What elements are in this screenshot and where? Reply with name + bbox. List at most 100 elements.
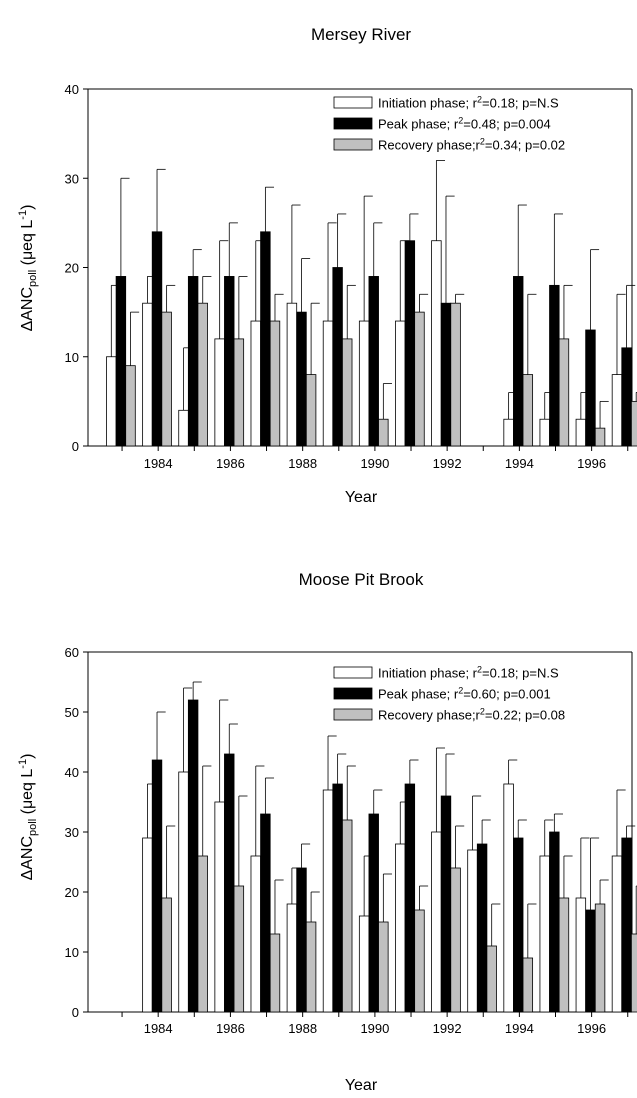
y-tick-label: 50 <box>65 705 79 720</box>
bar <box>549 284 560 447</box>
bar <box>269 320 281 447</box>
x-tick-label: 1992 <box>433 1021 462 1036</box>
y-tick-label: 20 <box>65 261 79 276</box>
bar <box>395 320 406 447</box>
bar <box>125 365 136 447</box>
bar <box>187 699 199 1013</box>
x-axis-label: Year <box>345 1077 378 1094</box>
bar <box>358 320 370 447</box>
bar <box>224 753 235 1013</box>
x-tick-label: 1996 <box>577 1021 606 1036</box>
bar <box>503 783 514 1013</box>
bar <box>450 302 461 447</box>
bar <box>440 302 452 447</box>
bar <box>214 338 225 447</box>
bar <box>368 813 379 1013</box>
legend-swatch <box>333 96 373 109</box>
bar <box>332 267 343 447</box>
bar <box>269 933 281 1013</box>
legend-label: Initiation phase; r2=0.18; p=N.S <box>378 95 559 111</box>
bar <box>197 302 208 447</box>
bar <box>630 933 637 1013</box>
bar <box>142 302 153 447</box>
y-axis-label: ΔANCpoll (μeq L-1) <box>17 754 39 881</box>
y-tick-label: 40 <box>65 82 79 97</box>
legend-label: Recovery phase;r2=0.34; p=0.02 <box>378 137 565 153</box>
bar <box>286 903 298 1013</box>
bar <box>549 831 560 1013</box>
x-axis-label: Year <box>345 489 378 506</box>
x-tick-label: 1984 <box>144 456 173 471</box>
x-tick-label: 1990 <box>360 456 389 471</box>
bar <box>611 855 623 1013</box>
y-tick-label: 20 <box>65 885 79 900</box>
bar <box>305 921 317 1013</box>
bar <box>322 320 334 447</box>
bar <box>233 338 245 447</box>
bar <box>161 897 172 1013</box>
bar <box>378 921 389 1013</box>
bar <box>178 409 189 447</box>
legend-label: Initiation phase; r2=0.18; p=N.S <box>378 665 559 681</box>
bar <box>214 801 225 1013</box>
bar <box>106 356 117 447</box>
legend: Initiation phase; r2=0.18; p=N.S Peak pha… <box>333 95 565 153</box>
bar <box>440 795 452 1013</box>
y-axis-label: ΔANCpoll (μeq L-1) <box>17 205 39 332</box>
bar <box>404 783 416 1013</box>
bar <box>342 338 353 447</box>
bar <box>151 231 163 447</box>
bar <box>224 276 235 447</box>
bar <box>250 320 261 447</box>
bar <box>630 400 637 447</box>
x-tick-label: 1994 <box>505 1021 534 1036</box>
bar <box>342 819 353 1013</box>
bar <box>539 418 550 447</box>
legend-label: Peak phase; r2=0.60; p=0.001 <box>378 686 551 702</box>
x-tick-label: 1984 <box>144 1021 173 1036</box>
bar <box>260 813 271 1013</box>
legend-swatch <box>333 708 373 721</box>
plot-area: 0 10 20 30 40 50 60 1984 1986 1988 1990 1992 1994 199… <box>65 645 637 1036</box>
bar <box>414 909 425 1013</box>
bar <box>305 374 317 447</box>
bar <box>476 843 488 1013</box>
bar <box>467 849 478 1013</box>
bar <box>431 831 442 1013</box>
bar <box>151 759 163 1013</box>
bar <box>513 276 524 447</box>
y-tick-label: 30 <box>65 825 79 840</box>
y-tick-label: 0 <box>72 439 79 454</box>
x-tick-label: 1992 <box>433 456 462 471</box>
bar <box>404 240 416 447</box>
chart-moose-pit-brook: Moose Pit Brook ΔANCpoll (μeq L-1) Year … <box>17 570 637 1094</box>
bar <box>161 311 172 447</box>
bar <box>431 240 442 447</box>
bar <box>286 302 298 447</box>
x-tick-label: 1986 <box>216 456 245 471</box>
bar <box>142 837 153 1013</box>
x-tick-label: 1990 <box>360 1021 389 1036</box>
bar <box>594 427 606 447</box>
bar <box>621 837 632 1013</box>
x-tick-label: 1994 <box>505 456 534 471</box>
bar <box>558 338 570 447</box>
bar <box>539 855 550 1013</box>
chart-title: Mersey River <box>311 25 411 44</box>
x-tick-label: 1988 <box>288 1021 317 1036</box>
legend-label: Peak phase; r2=0.48; p=0.004 <box>378 116 551 132</box>
x-tick-label: 1986 <box>216 1021 245 1036</box>
bar <box>513 837 524 1013</box>
bar <box>358 915 370 1013</box>
bar <box>115 276 127 447</box>
legend-label: Recovery phase;r2=0.22; p=0.08 <box>378 707 565 723</box>
y-tick-label: 10 <box>65 945 79 960</box>
bar <box>486 945 497 1013</box>
bar <box>178 771 189 1013</box>
bar <box>233 885 245 1013</box>
x-tick-label: 1996 <box>577 456 606 471</box>
bar <box>368 276 379 447</box>
bar <box>522 374 534 447</box>
bar <box>585 909 596 1013</box>
